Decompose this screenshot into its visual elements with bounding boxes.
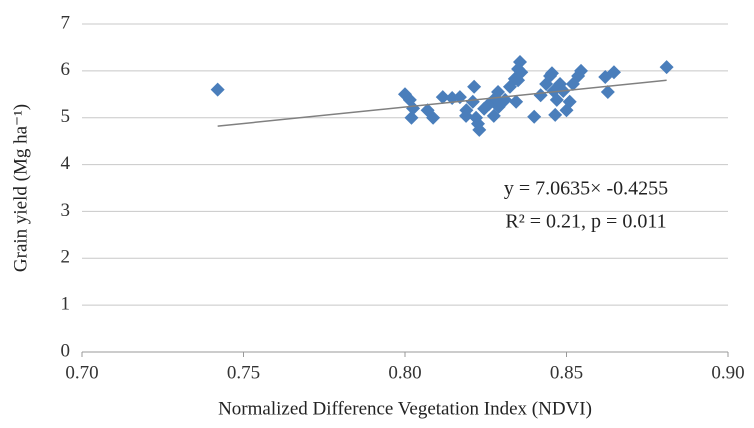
point: [509, 94, 524, 109]
point: [574, 63, 589, 78]
y-tick-label: 3: [61, 200, 71, 221]
y-tick-label: 4: [61, 153, 71, 174]
point: [527, 109, 542, 124]
x-tick-label: 0.80: [388, 362, 421, 383]
point: [491, 84, 506, 99]
point: [465, 94, 480, 109]
y-tick-label: 2: [61, 247, 71, 268]
point: [435, 90, 450, 105]
point: [544, 66, 559, 81]
point: [549, 92, 564, 107]
trendline: [217, 79, 667, 127]
x-axis-label: Normalized Difference Vegetation Index (…: [218, 398, 592, 419]
point: [472, 122, 487, 137]
r-squared: R² = 0.21, p = 0.011: [505, 211, 666, 233]
point: [533, 88, 548, 103]
point: [548, 107, 563, 122]
point: [459, 108, 474, 123]
point: [210, 82, 225, 97]
point: [562, 94, 577, 109]
y-tick-label: 0: [61, 340, 71, 361]
y-axis-label: Grain yield (Mg ha⁻¹): [10, 104, 31, 272]
x-tick-label: 0.75: [227, 362, 260, 383]
x-tick-label: 0.70: [65, 362, 98, 383]
point: [600, 84, 615, 99]
point: [606, 65, 621, 80]
equation: y = 7.0635× -0.4255: [504, 178, 668, 200]
x-tick-label: 0.85: [550, 362, 583, 383]
x-tick-label: 0.90: [711, 362, 744, 383]
point: [467, 79, 482, 94]
point: [406, 101, 421, 116]
y-tick-label: 5: [61, 106, 71, 127]
y-tick-label: 6: [61, 59, 71, 80]
y-tick-label: 1: [61, 294, 71, 315]
point: [404, 110, 419, 125]
y-tick-label: 7: [61, 12, 71, 33]
point: [511, 73, 526, 88]
point: [659, 60, 674, 75]
point: [426, 110, 441, 125]
